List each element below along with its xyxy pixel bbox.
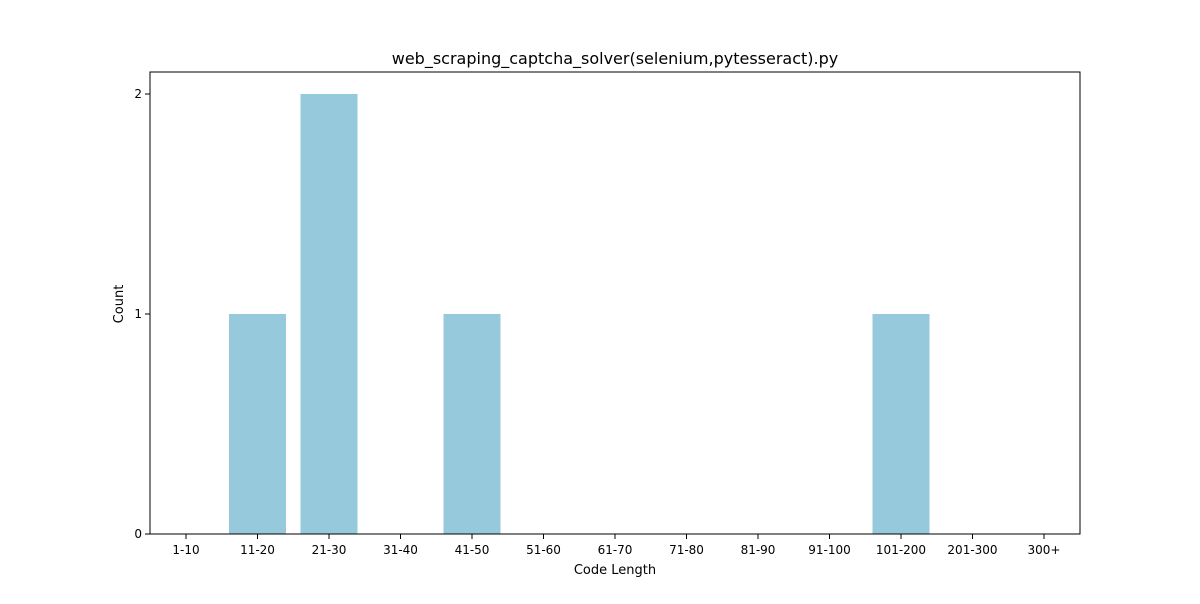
x-tick-label: 61-70 xyxy=(598,543,633,557)
x-tick-label: 51-60 xyxy=(526,543,561,557)
bar-101-200 xyxy=(872,314,930,534)
bar-41-50 xyxy=(443,314,501,534)
x-tick-label: 101-200 xyxy=(876,543,926,557)
x-tick-label: 31-40 xyxy=(383,543,418,557)
bar-21-30 xyxy=(300,94,358,534)
x-tick-label: 1-10 xyxy=(172,543,199,557)
y-tick-label: 0 xyxy=(134,527,142,541)
ticks-group: 1-10 11-20 21-30 31-40 41-50 51-60 61-70 71-80 8… xyxy=(134,87,1060,557)
x-tick-label: 11-20 xyxy=(240,543,275,557)
x-tick-label: 201-300 xyxy=(947,543,997,557)
x-tick-label: 91-100 xyxy=(808,543,851,557)
bar-11-20 xyxy=(229,314,286,534)
chart-title: web_scraping_captcha_solver(selenium,pyt… xyxy=(392,49,839,69)
y-tick-label: 2 xyxy=(134,87,142,101)
y-axis-label: Count xyxy=(112,285,127,324)
y-tick-label: 1 xyxy=(134,307,142,321)
x-tick-label: 21-30 xyxy=(312,543,347,557)
x-tick-label: 300+ xyxy=(1028,543,1061,557)
x-tick-label: 81-90 xyxy=(741,543,776,557)
bars-group xyxy=(229,94,930,534)
plot-frame xyxy=(149,71,1081,535)
x-tick-label: 41-50 xyxy=(455,543,490,557)
x-axis-label: Code Length xyxy=(574,563,656,578)
x-tick-label: 71-80 xyxy=(669,543,704,557)
